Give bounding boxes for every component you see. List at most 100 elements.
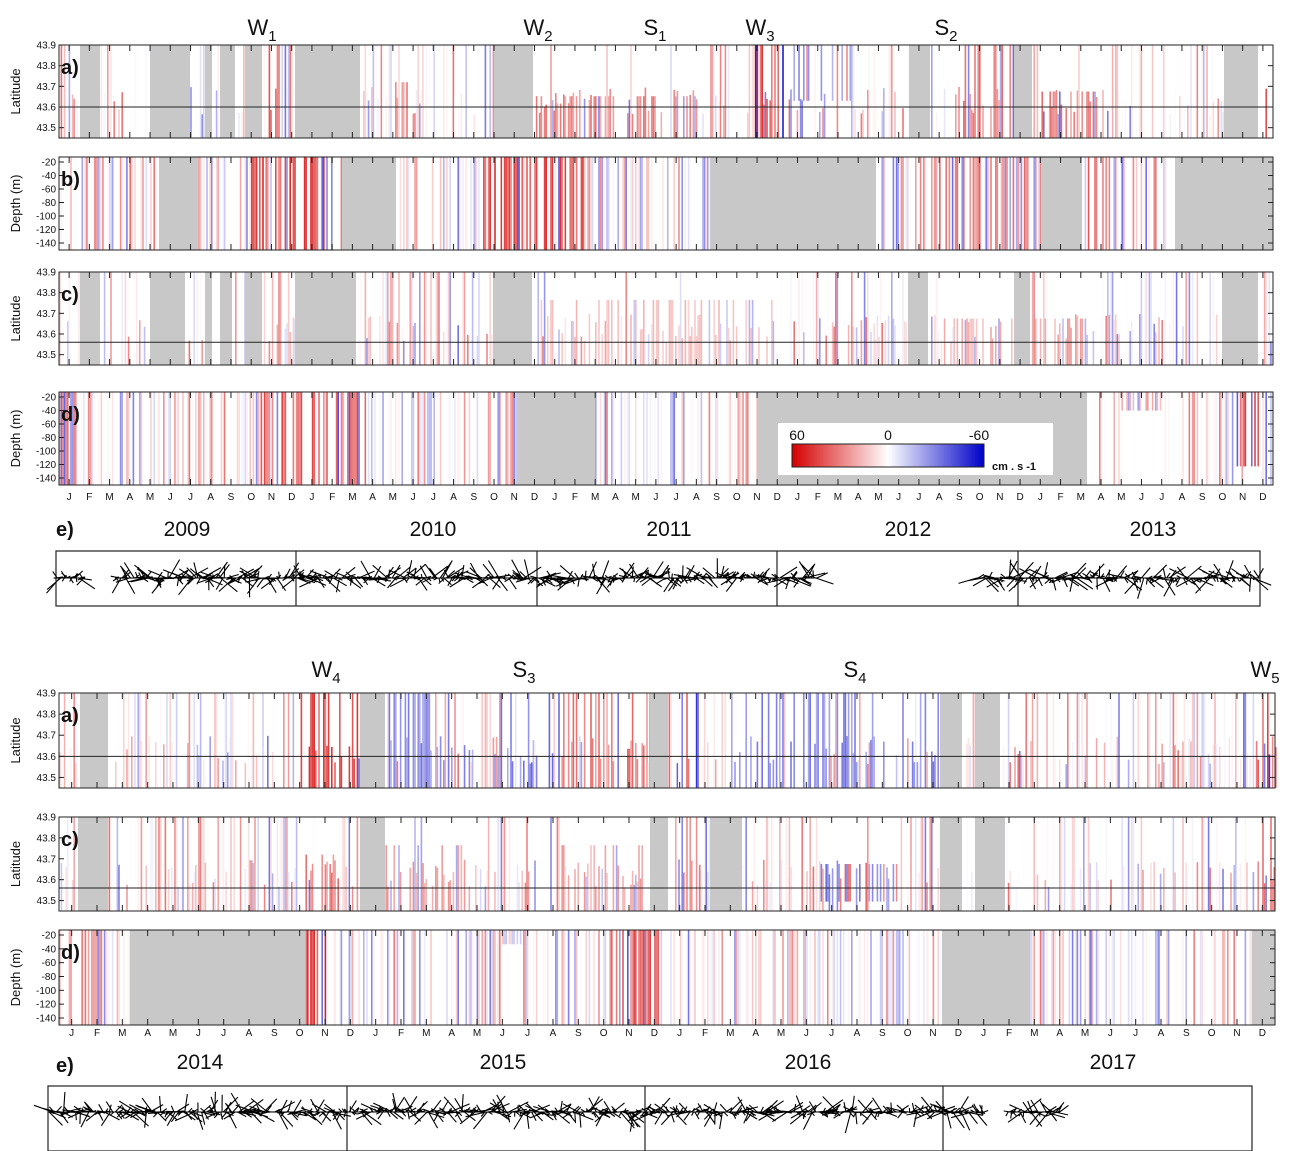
- velocity-stripe: [284, 45, 287, 138]
- velocity-stripe: [231, 157, 234, 250]
- velocity-stripe: [276, 324, 279, 365]
- data-gap: [650, 817, 668, 911]
- velocity-stripe: [895, 864, 898, 902]
- velocity-stripe: [1257, 392, 1259, 467]
- velocity-stripe: [95, 930, 98, 1025]
- velocity-stripe: [233, 817, 235, 911]
- velocity-stripe: [1153, 861, 1155, 911]
- velocity-stripe: [407, 157, 410, 250]
- velocity-stripe: [65, 392, 67, 485]
- velocity-stripe: [273, 817, 275, 911]
- event-label: W5: [1250, 657, 1279, 687]
- velocity-stripe: [636, 881, 639, 911]
- velocity-stripe: [398, 930, 400, 1025]
- velocity-stripe: [483, 817, 485, 911]
- velocity-stripe: [627, 930, 629, 1025]
- velocity-stripe: [1230, 930, 1232, 1025]
- velocity-stripe: [921, 817, 923, 911]
- velocity-stripe: [1035, 90, 1037, 138]
- month-label: J: [411, 492, 416, 503]
- velocity-stripe: [390, 45, 392, 138]
- velocity-stripe: [897, 157, 899, 250]
- velocity-stripe: [227, 752, 229, 788]
- velocity-stripe: [606, 392, 608, 485]
- data-gap: [342, 157, 396, 250]
- velocity-stripe: [292, 693, 295, 788]
- velocity-stripe: [479, 693, 482, 788]
- velocity-stripe: [1076, 693, 1079, 788]
- velocity-stripe: [1033, 272, 1035, 365]
- velocity-stripe: [420, 392, 423, 485]
- velocity-stripe: [129, 157, 131, 250]
- velocity-stripe: [259, 744, 261, 788]
- velocity-stripe: [1243, 693, 1245, 788]
- velocity-stripe: [615, 930, 618, 1025]
- velocity-stripe: [223, 157, 226, 250]
- velocity-stripe: [806, 930, 808, 1025]
- velocity-stripe: [769, 763, 771, 788]
- velocity-stripe: [505, 392, 507, 485]
- velocity-stripe: [1044, 880, 1047, 911]
- velocity-stripe: [443, 760, 445, 788]
- panel-frame: [58, 271, 1274, 366]
- velocity-stripe: [1159, 930, 1162, 1025]
- velocity-stripe: [572, 930, 575, 1025]
- velocity-stripe: [900, 817, 903, 911]
- velocity-stripe: [1223, 930, 1226, 1025]
- velocity-stripe: [1188, 272, 1191, 365]
- velocity-stripe: [1055, 89, 1058, 138]
- velocity-stripe: [902, 693, 904, 788]
- velocity-stripe: [689, 157, 691, 250]
- panel-frame: [58, 692, 1276, 789]
- velocity-stripe: [548, 693, 551, 788]
- velocity-stripe: [91, 930, 93, 1025]
- velocity-stripe: [315, 392, 317, 485]
- velocity-stripe: [177, 886, 179, 911]
- velocity-stripe: [70, 747, 72, 788]
- velocity-stripe: [86, 157, 88, 250]
- velocity-stripe: [473, 693, 475, 788]
- velocity-stripe: [1207, 817, 1210, 911]
- velocity-stripe: [411, 392, 413, 485]
- velocity-stripe: [1265, 88, 1267, 138]
- velocity-stripe: [894, 325, 896, 365]
- velocity-stripe: [382, 272, 384, 365]
- velocity-stripe: [595, 886, 597, 911]
- velocity-stripe: [83, 157, 85, 250]
- velocity-stripe: [420, 157, 423, 250]
- velocity-stripe: [686, 96, 688, 138]
- velocity-stripe: [435, 866, 437, 911]
- velocity-stripe: [446, 157, 448, 250]
- velocity-stripe: [398, 845, 400, 911]
- velocity-stripe: [681, 930, 683, 1025]
- velocity-stripe: [625, 272, 627, 365]
- velocity-stripe: [1143, 157, 1146, 250]
- velocity-stripe: [1139, 157, 1141, 250]
- velocity-stripe: [1119, 930, 1122, 1025]
- velocity-stripe: [1164, 272, 1167, 365]
- velocity-stripe: [521, 870, 523, 911]
- velocity-stripe: [1033, 693, 1035, 788]
- velocity-stripe: [543, 157, 546, 250]
- velocity-stripe: [438, 272, 440, 365]
- velocity-stripe: [913, 930, 915, 1025]
- velocity-stripe: [697, 392, 699, 485]
- velocity-stripe: [1219, 392, 1221, 485]
- velocity-stripe: [204, 392, 207, 485]
- velocity-stripe: [1103, 392, 1106, 485]
- velocity-stripe: [636, 759, 639, 788]
- velocity-stripe: [551, 930, 554, 1025]
- velocity-stripe: [926, 930, 928, 1025]
- data-gap: [975, 693, 1000, 788]
- velocity-stripe: [625, 392, 627, 485]
- velocity-stripe: [423, 693, 426, 788]
- velocity-stripe: [1127, 324, 1130, 365]
- y-tick-label: -140: [36, 1014, 56, 1025]
- velocity-stripe: [604, 320, 607, 365]
- velocity-stripe: [1246, 862, 1248, 911]
- velocity-stripe: [939, 45, 941, 138]
- velocity-stripe: [751, 45, 754, 138]
- velocity-stripe: [643, 392, 645, 485]
- colorbar-gradient: [791, 443, 985, 468]
